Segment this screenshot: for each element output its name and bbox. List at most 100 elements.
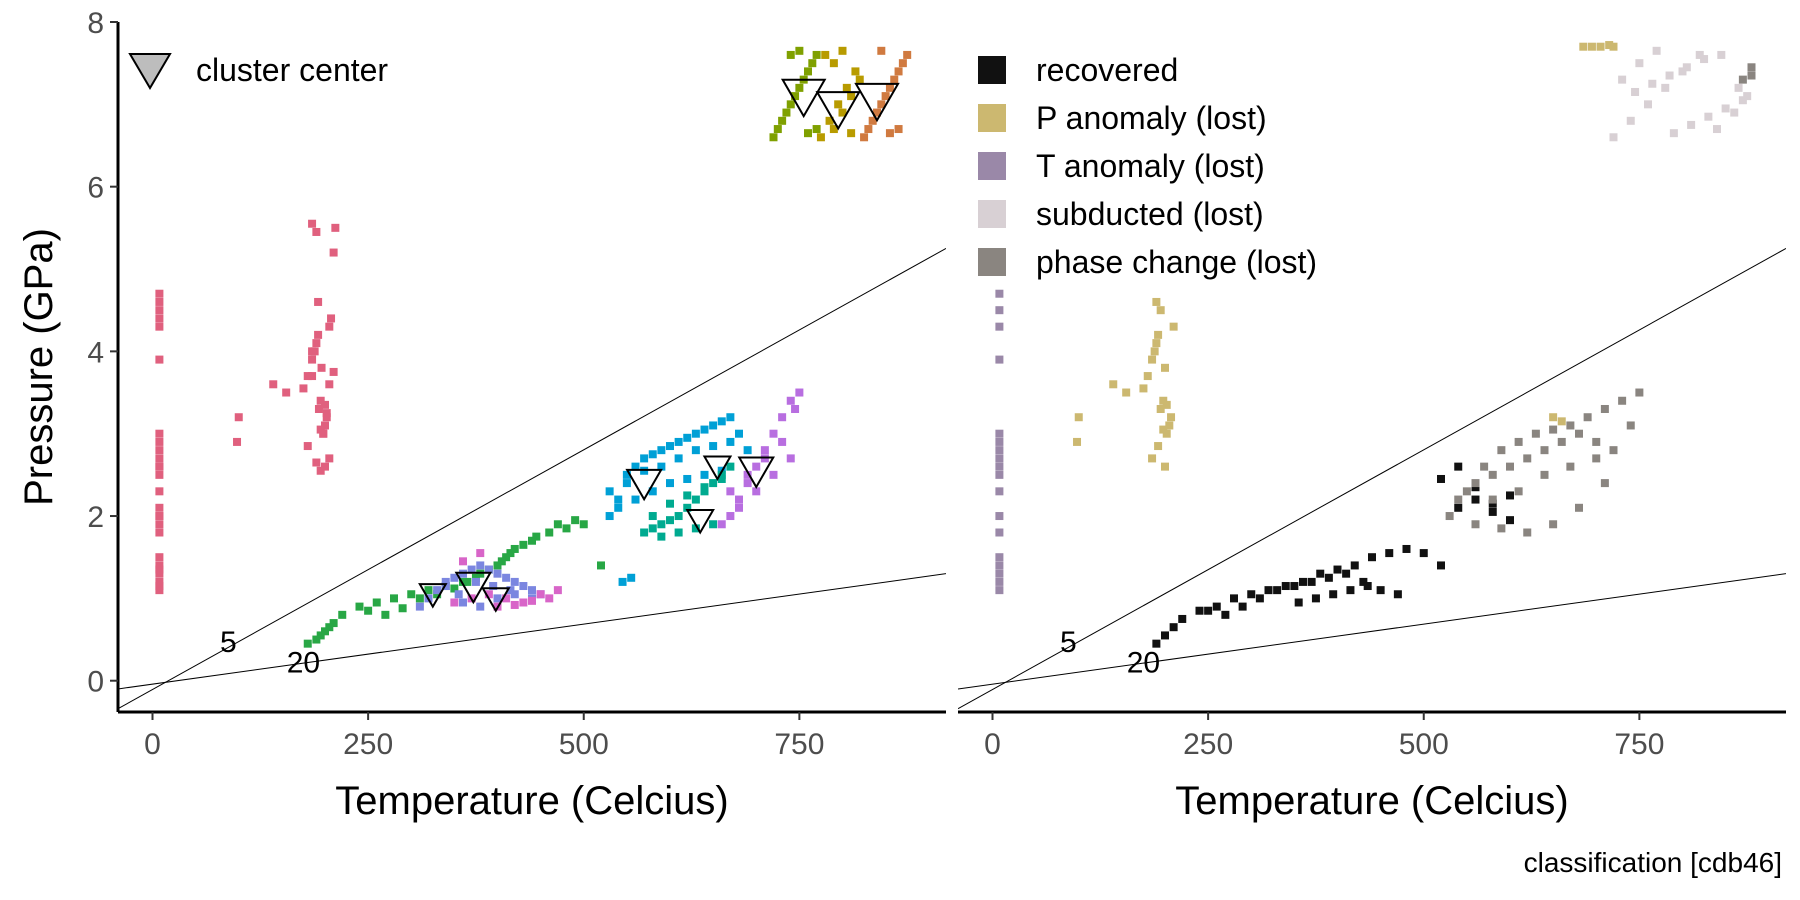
- data-point: [1281, 582, 1290, 591]
- data-point: [1575, 429, 1583, 438]
- data-point: [995, 586, 1004, 595]
- data-point: [1159, 425, 1168, 434]
- data-point: [657, 462, 666, 471]
- caption: classification [cdb46]: [1524, 847, 1782, 878]
- data-point: [709, 479, 718, 488]
- data-point: [155, 314, 164, 323]
- x-tick-label: 0: [984, 728, 1001, 761]
- data-point: [1393, 590, 1402, 599]
- data-point: [1471, 495, 1480, 504]
- data-point: [1488, 499, 1497, 508]
- data-point: [1143, 372, 1152, 381]
- data-point: [743, 479, 752, 488]
- data-point: [1324, 573, 1333, 582]
- data-point: [312, 635, 321, 644]
- data-point: [355, 602, 364, 611]
- data-point: [674, 528, 683, 537]
- legend: recovered P anomaly (lost) T anomaly (lost…: [978, 52, 1317, 280]
- data-point: [155, 437, 164, 446]
- legend-swatch: [978, 152, 1006, 180]
- data-point: [1342, 569, 1351, 578]
- data-point: [825, 116, 834, 125]
- data-point: [821, 50, 830, 59]
- data-point: [691, 524, 700, 533]
- data-point: [415, 602, 424, 611]
- y-tick-label: 4: [87, 336, 104, 369]
- data-point: [316, 631, 325, 640]
- data-point: [1368, 553, 1376, 562]
- data-point: [847, 129, 856, 138]
- data-point: [493, 569, 502, 578]
- data-point: [995, 454, 1004, 463]
- data-point: [1665, 71, 1674, 80]
- data-point: [1609, 446, 1618, 455]
- data-point: [484, 565, 493, 574]
- data-point: [463, 577, 472, 586]
- data-point: [155, 561, 164, 570]
- series-teal: [640, 462, 735, 541]
- data-point: [1713, 125, 1721, 134]
- x-tick-label: 750: [774, 728, 824, 761]
- data-point: [995, 487, 1004, 496]
- data-point: [648, 524, 657, 533]
- data-point: [752, 487, 761, 496]
- legend-swatch: [978, 56, 1006, 84]
- data-point: [1316, 569, 1325, 578]
- data-point: [1454, 503, 1463, 512]
- data-point: [1678, 67, 1687, 76]
- data-point: [631, 462, 640, 471]
- data-point: [308, 372, 317, 381]
- legend-label: subducted (lost): [1036, 196, 1264, 232]
- x-tick-label: 500: [559, 728, 609, 761]
- data-point: [1122, 388, 1131, 397]
- data-point: [1307, 577, 1316, 586]
- data-point: [735, 503, 743, 512]
- data-point: [1363, 582, 1372, 591]
- data-point: [1600, 404, 1609, 413]
- data-point: [605, 512, 614, 521]
- data-point: [622, 479, 631, 488]
- data-point: [155, 462, 164, 471]
- data-point: [1506, 462, 1514, 471]
- data-point: [510, 600, 519, 609]
- data-point: [1600, 479, 1609, 488]
- data-point: [155, 520, 164, 529]
- data-point: [842, 83, 851, 92]
- data-point: [877, 100, 886, 109]
- data-point: [1592, 437, 1601, 446]
- data-point: [1350, 561, 1359, 570]
- data-point: [597, 561, 605, 570]
- data-point: [1531, 429, 1540, 438]
- data-point: [769, 133, 778, 142]
- data-point: [877, 46, 886, 55]
- data-point: [1682, 63, 1691, 72]
- data-point: [1294, 598, 1303, 607]
- data-point: [319, 429, 328, 438]
- data-point: [1156, 404, 1165, 413]
- data-point: [631, 495, 640, 504]
- data-point: [1540, 470, 1549, 479]
- data-point: [683, 491, 692, 500]
- data-point: [1462, 487, 1471, 496]
- data-point: [155, 528, 164, 537]
- data-point: [605, 487, 614, 496]
- data-point: [995, 553, 1004, 562]
- data-point: [1557, 417, 1566, 426]
- data-point: [1700, 55, 1709, 64]
- data-point: [331, 223, 340, 232]
- series-p-anomaly-lost-: [1073, 41, 1618, 471]
- cluster-center-marker: [815, 91, 861, 131]
- data-point: [510, 544, 519, 553]
- data-point: [1152, 639, 1161, 648]
- data-point: [1311, 594, 1320, 603]
- data-point: [812, 125, 821, 134]
- data-point: [1445, 512, 1454, 521]
- legend-marker: [128, 53, 172, 90]
- data-point: [321, 400, 329, 409]
- reference-line-20: [118, 573, 946, 690]
- data-point: [860, 133, 869, 142]
- data-point: [424, 586, 433, 595]
- data-point: [829, 125, 838, 134]
- data-point: [1154, 442, 1163, 451]
- data-point: [717, 474, 726, 483]
